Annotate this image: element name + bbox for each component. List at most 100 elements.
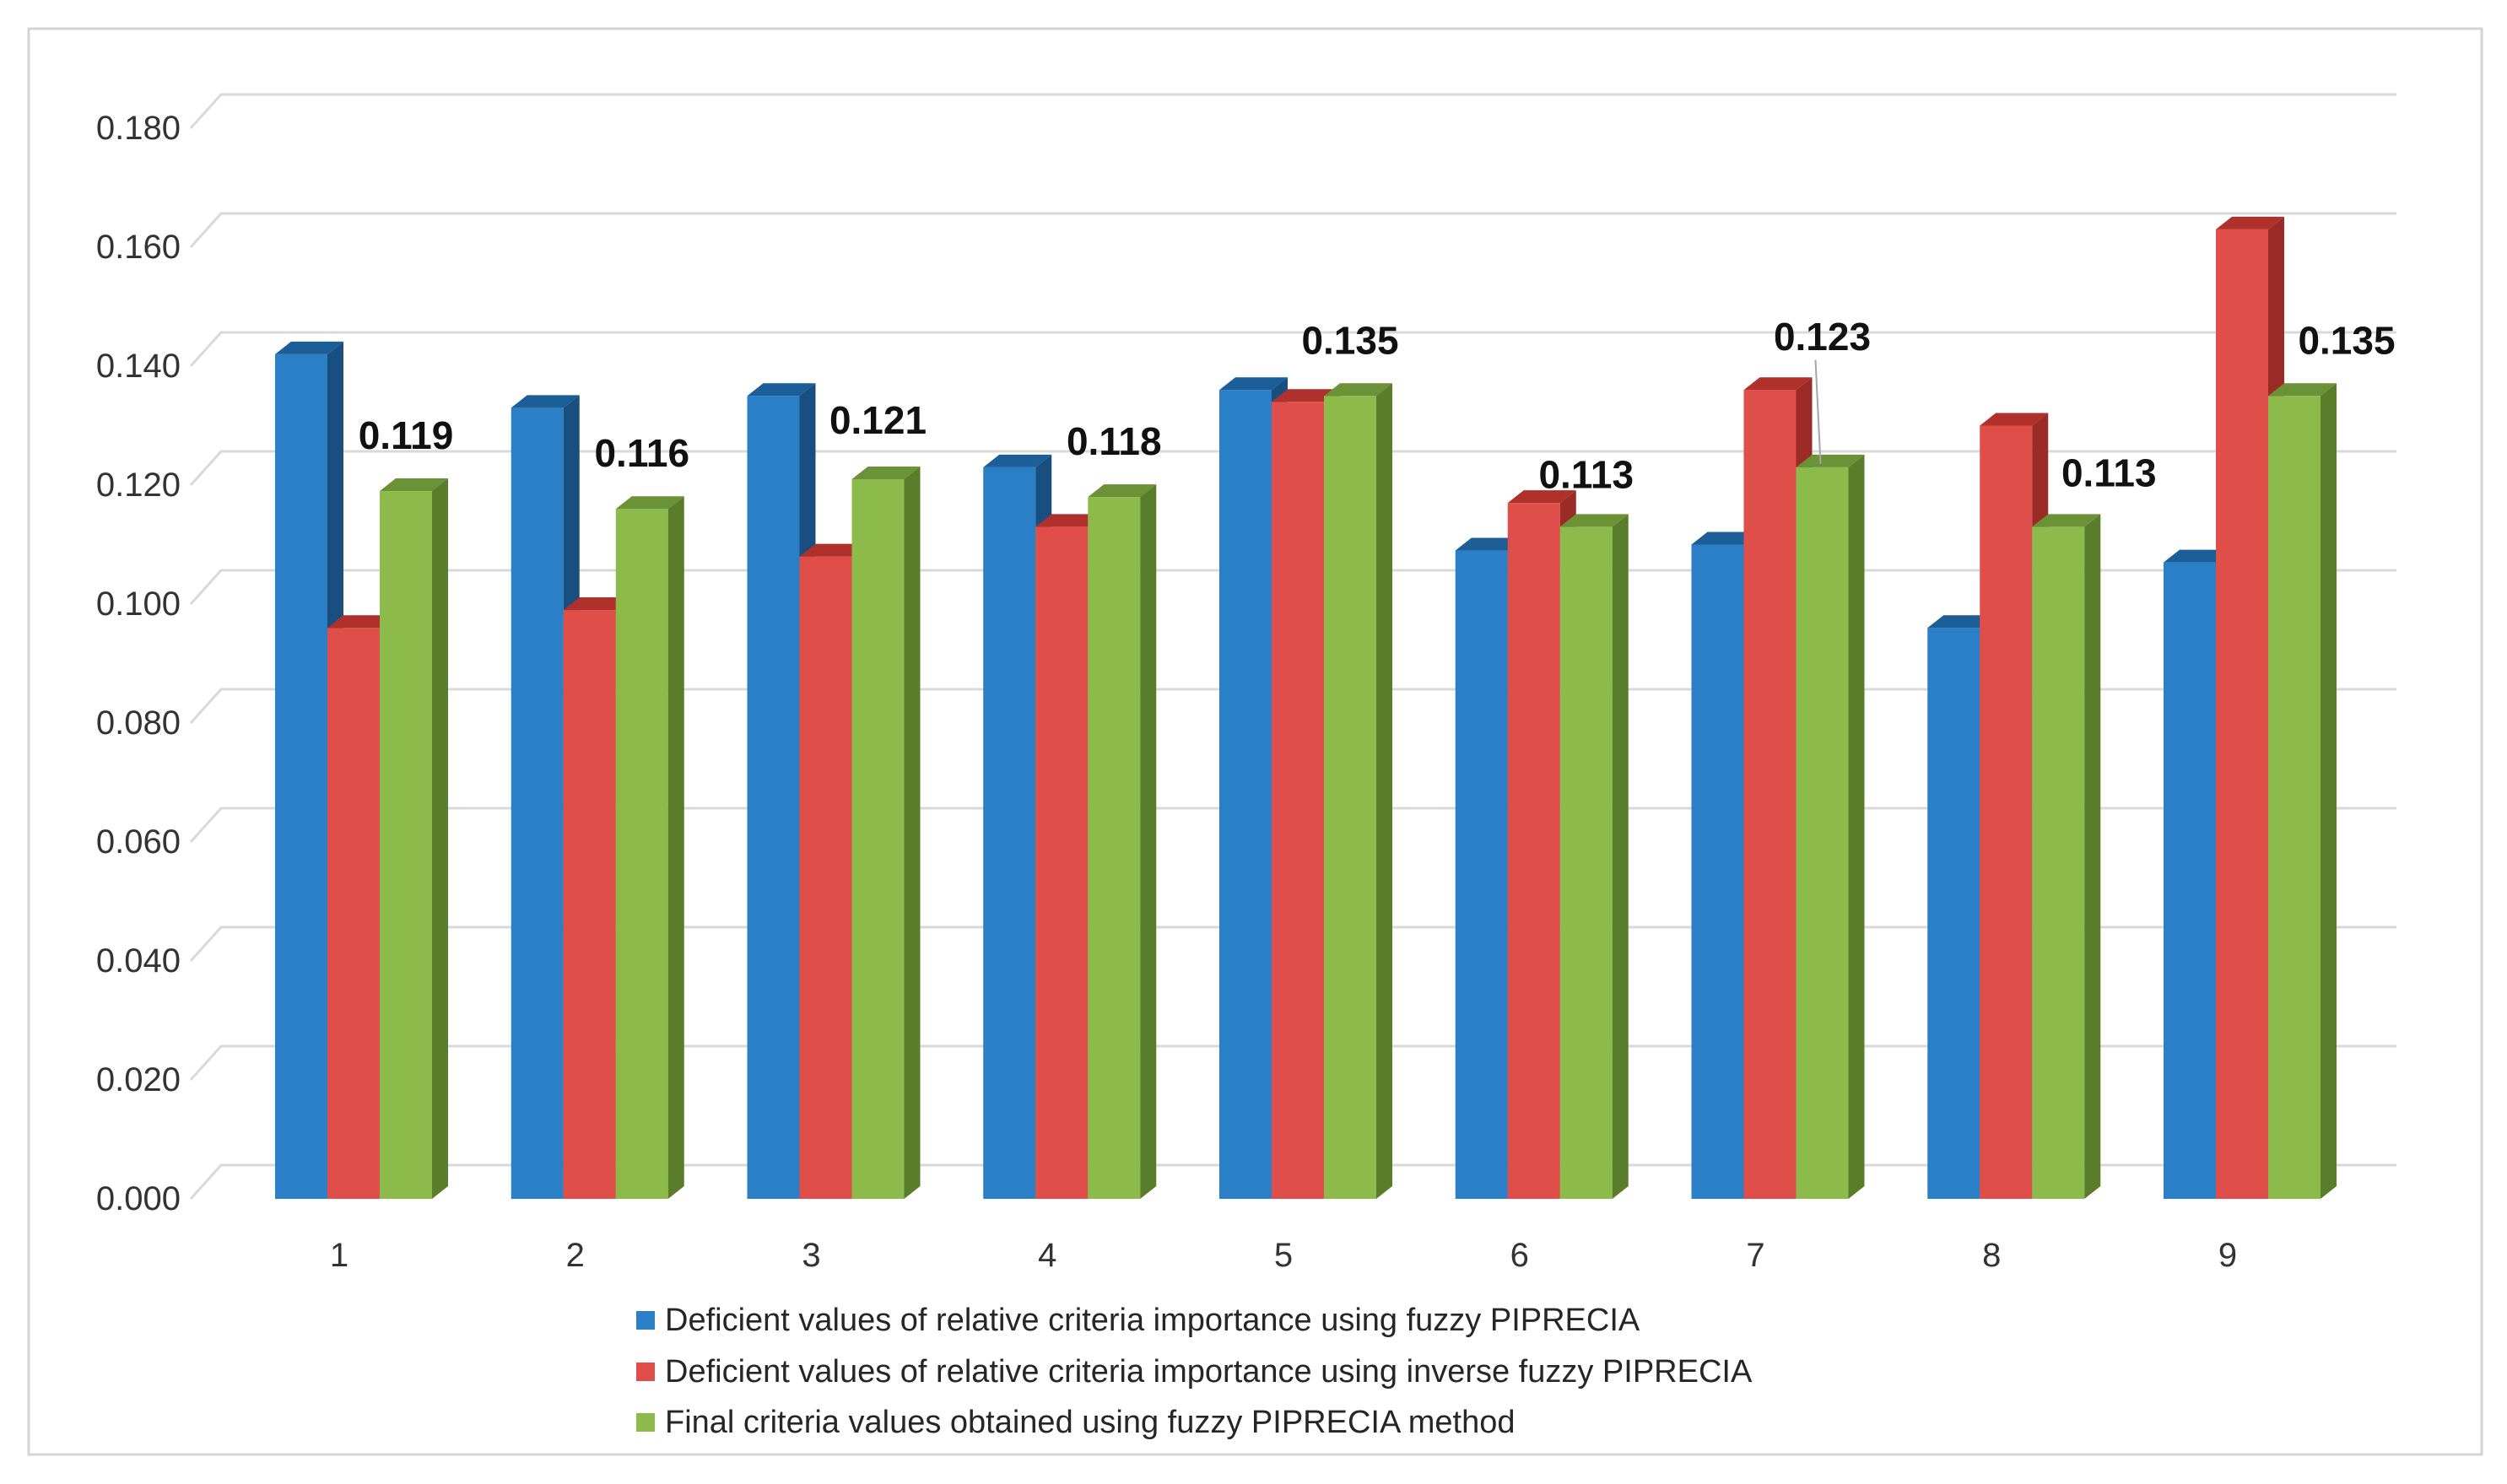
legend-swatch-fuzzy [636,1311,655,1330]
bar-top-face [2164,549,2232,563]
bar-front-face [1088,497,1141,1199]
x-tick-label: 9 [2218,1237,2237,1274]
bar-top-face [2268,383,2337,397]
data-label: 0.123 [1774,315,1871,359]
bar-top-face [1507,490,1576,504]
bar-group-1 [275,341,448,1199]
bar-front-face [983,467,1036,1199]
data-label: 0.135 [1301,318,1398,362]
y-tick-label: 0.140 [96,348,181,385]
y-tick-label: 0.120 [96,467,181,504]
bar-side-face [667,496,684,1199]
bar-top-face [1324,383,1392,397]
bar [1324,383,1392,1199]
data-label: 0.116 [594,431,689,475]
gridline [189,212,2396,249]
bar-side-face [1140,484,1157,1199]
bar-side-face [2321,383,2337,1199]
bar-front-face [615,509,668,1199]
bar [380,478,448,1199]
bar-front-face [2216,229,2268,1200]
bar-front-face [851,478,905,1199]
bar-top-face [1796,454,1865,467]
bar [1796,454,1865,1199]
bar-top-face [851,466,921,479]
gridline [189,807,2396,844]
data-label-leader-line [1814,359,1822,464]
y-tick-label: 0.040 [96,942,181,979]
bar-group-9 [2164,216,2337,1200]
bar-front-face [747,396,800,1199]
y-tick-label: 0.000 [96,1180,181,1217]
gridline [189,331,2396,368]
gridline [189,1044,2396,1082]
bar-top-face [983,454,1052,467]
legend-label-fuzzy: Deficient values of relative criteria im… [665,1303,1640,1338]
legend-item-final: Final criteria values obtained using fuz… [636,1405,1516,1440]
data-labels: 0.119 0.116 0.121 0.118 0.135 0.113 0.123 0.113… [359,315,2396,496]
bar-top-face [2216,216,2284,229]
bar-front-face [1927,628,1980,1199]
bar-top-face [615,496,684,510]
x-tick-label: 5 [1274,1237,1293,1274]
y-tick-label: 0.160 [96,229,181,266]
legend-label-inverse-fuzzy: Deficient values of relative criteria im… [665,1354,1753,1390]
bar-top-face [1035,514,1105,527]
legend-swatch-inverse-fuzzy [636,1363,655,1381]
legend: Deficient values of relative criteria im… [636,1303,1753,1440]
x-axis-tick-labels: 1 2 3 4 5 6 7 8 9 [330,1237,2237,1274]
bar-group-3 [747,383,921,1199]
bar-top-face [1927,615,1996,629]
bar-front-face [2164,562,2216,1199]
data-label: 0.135 [2298,318,2395,362]
data-label: 0.121 [829,398,927,442]
bar-top-face [747,383,816,397]
bar-side-face [1848,454,1865,1199]
x-tick-label: 6 [1510,1237,1529,1274]
data-label: 0.113 [1538,452,1634,496]
bar-top-face [1272,389,1340,402]
legend-label-final: Final criteria values obtained using fuz… [665,1405,1516,1440]
bar-front-face [563,610,616,1199]
bar-group-4 [983,454,1157,1199]
x-tick-label: 3 [802,1237,820,1274]
gridline [189,688,2396,725]
bar-front-face [275,353,327,1199]
bar-top-face [563,597,632,611]
bar [2268,383,2337,1199]
bar-front-face [2268,396,2321,1199]
bar-top-face [1219,377,1288,391]
bar-top-face [2032,514,2101,527]
bar-side-face [1376,383,1392,1199]
bar-side-face [904,466,921,1199]
bar-top-face [799,543,868,557]
bar-top-face [1980,413,2049,426]
gridlines [189,93,2396,1201]
bar-front-face [1691,544,1744,1199]
data-label: 0.118 [1067,419,1162,463]
x-tick-label: 4 [1038,1237,1056,1274]
y-tick-label: 0.020 [96,1061,181,1098]
bar-front-face [1324,396,1376,1199]
bar-group-5 [1219,377,1392,1199]
bar-front-face [1035,526,1089,1199]
bars [275,216,2337,1200]
bar-top-face [380,478,448,492]
x-tick-label: 8 [1982,1237,2001,1274]
gridline [189,569,2396,606]
bar-front-face [1272,402,1324,1199]
bar [2032,514,2101,1199]
x-tick-label: 2 [566,1237,585,1274]
bar-group-2 [511,395,684,1200]
bar-side-face [2084,514,2101,1199]
y-axis-tick-labels: 0.000 0.020 0.040 0.060 0.080 0.100 0.120 0.140… [96,110,181,1217]
bar-group-6 [1455,490,1629,1199]
y-tick-label: 0.100 [96,586,181,623]
bar-top-face [1691,532,1760,545]
bar-top-face [511,395,580,408]
bar [615,496,684,1199]
bar-side-face [432,478,448,1199]
bar-front-face [799,556,852,1199]
gridline [189,93,2396,130]
